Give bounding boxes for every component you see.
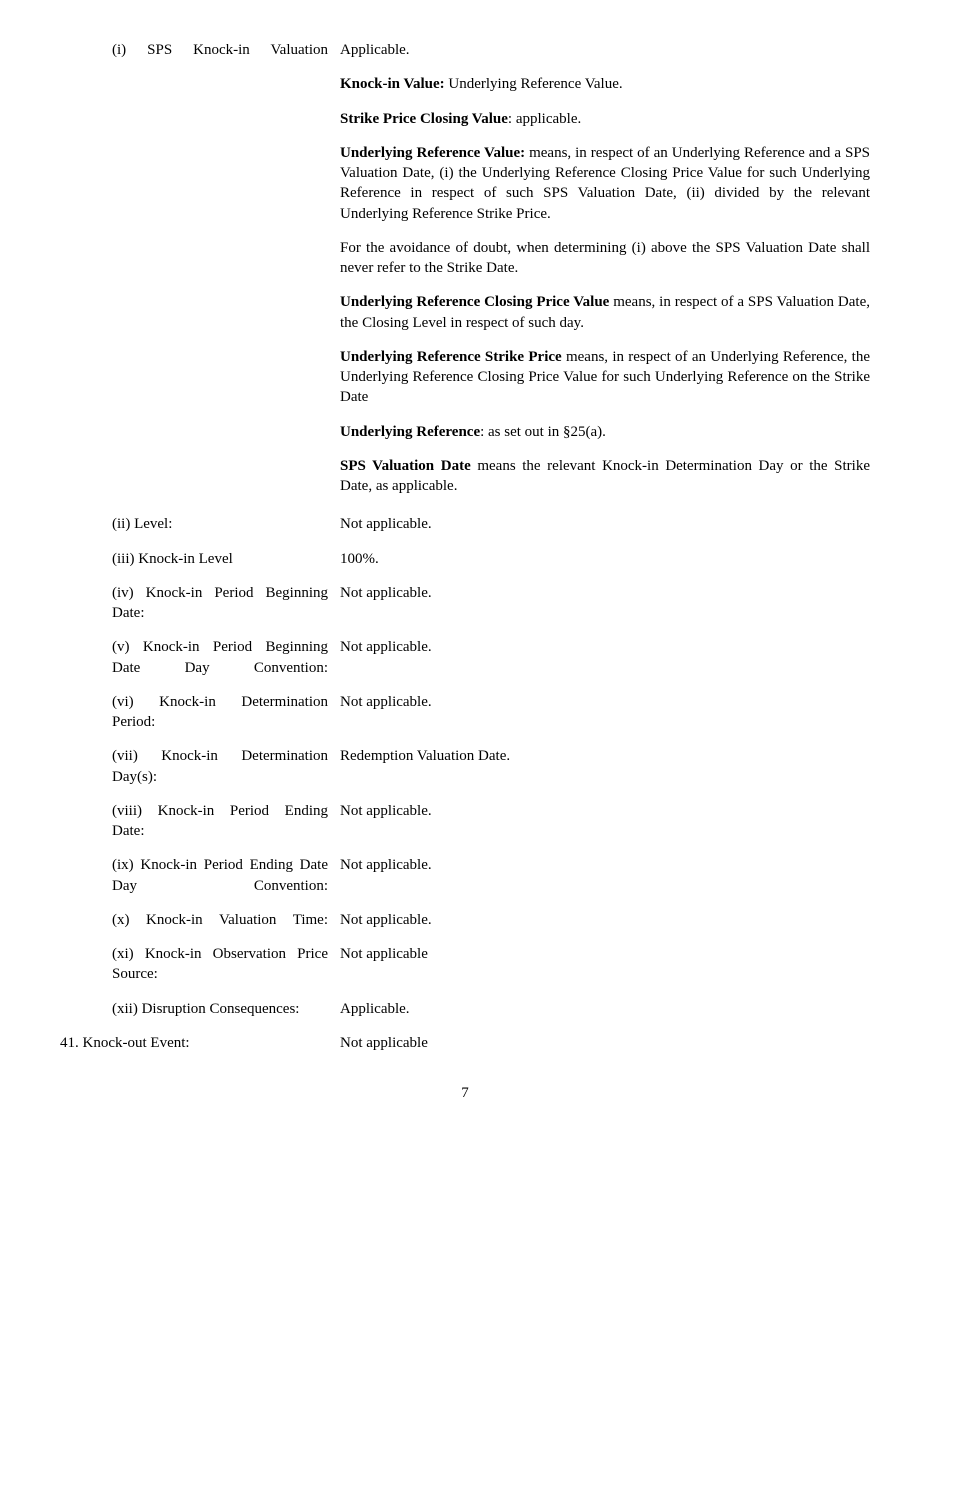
item-iii-value: 100%. bbox=[340, 549, 870, 569]
item-v-label: (v) Knock-in Period Beginning Date Day C… bbox=[60, 637, 340, 678]
avoidance-of-doubt: For the avoidance of doubt, when determi… bbox=[340, 238, 870, 279]
item-viii-value: Not applicable. bbox=[340, 801, 870, 821]
underlying-ref-value: Underlying Reference Value: means, in re… bbox=[340, 143, 870, 224]
item-xii-value: Applicable. bbox=[340, 999, 870, 1019]
knock-in-value-rest: Underlying Reference Value. bbox=[445, 76, 623, 92]
item-v-value: Not applicable. bbox=[340, 637, 870, 657]
item-iv-label: (iv) Knock-in Period Beginning Date: bbox=[60, 583, 340, 624]
urv-bold: Underlying Reference Value: bbox=[340, 145, 525, 161]
knock-in-value-bold: Knock-in Value: bbox=[340, 76, 445, 92]
strike-price-rest: : applicable. bbox=[508, 111, 581, 127]
ur-rest: : as set out in §25(a). bbox=[480, 424, 606, 440]
item-ix-label: (ix) Knock-in Period Ending Date Day Con… bbox=[60, 855, 340, 896]
strike-price: Strike Price Closing Value: applicable. bbox=[340, 109, 870, 129]
item-xi-value: Not applicable bbox=[340, 944, 870, 964]
ur-bold: Underlying Reference bbox=[340, 424, 480, 440]
item-i-label: (i) SPS Knock-in Valuation bbox=[60, 40, 340, 60]
item-x-value: Not applicable. bbox=[340, 910, 870, 930]
item-ii-label: (ii) Level: bbox=[60, 514, 340, 534]
item-iv-value: Not applicable. bbox=[340, 583, 870, 603]
page-number: 7 bbox=[60, 1083, 870, 1103]
item-41-value: Not applicable bbox=[340, 1033, 870, 1053]
item-xi-label: (xi) Knock-in Observation Price Source: bbox=[60, 944, 340, 985]
urcpv: Underlying Reference Closing Price Value… bbox=[340, 292, 870, 333]
applicable-text: Applicable. bbox=[340, 40, 870, 60]
spsvd-bold: SPS Valuation Date bbox=[340, 458, 471, 474]
item-41-label: 41. Knock-out Event: bbox=[60, 1033, 340, 1053]
item-vi-label: (vi) Knock-in Determination Period: bbox=[60, 692, 340, 733]
strike-price-bold: Strike Price Closing Value bbox=[340, 111, 508, 127]
item-vi-value: Not applicable. bbox=[340, 692, 870, 712]
underlying-ref: Underlying Reference: as set out in §25(… bbox=[340, 422, 870, 442]
item-xii-label: (xii) Disruption Consequences: bbox=[60, 999, 340, 1019]
sps-valuation-date: SPS Valuation Date means the relevant Kn… bbox=[340, 456, 870, 497]
item-ii-value: Not applicable. bbox=[340, 514, 870, 534]
urcpv-bold: Underlying Reference Closing Price Value bbox=[340, 294, 609, 310]
item-x-label: (x) Knock-in Valuation Time: bbox=[60, 910, 340, 930]
item-vii-value: Redemption Valuation Date. bbox=[340, 746, 870, 766]
ursp-bold: Underlying Reference Strike Price bbox=[340, 349, 562, 365]
item-vii-label: (vii) Knock-in Determination Day(s): bbox=[60, 746, 340, 787]
item-ix-value: Not applicable. bbox=[340, 855, 870, 875]
knock-in-value: Knock-in Value: Underlying Reference Val… bbox=[340, 74, 870, 94]
item-viii-label: (viii) Knock-in Period Ending Date: bbox=[60, 801, 340, 842]
item-iii-label: (iii) Knock-in Level bbox=[60, 549, 340, 569]
ursp: Underlying Reference Strike Price means,… bbox=[340, 347, 870, 408]
